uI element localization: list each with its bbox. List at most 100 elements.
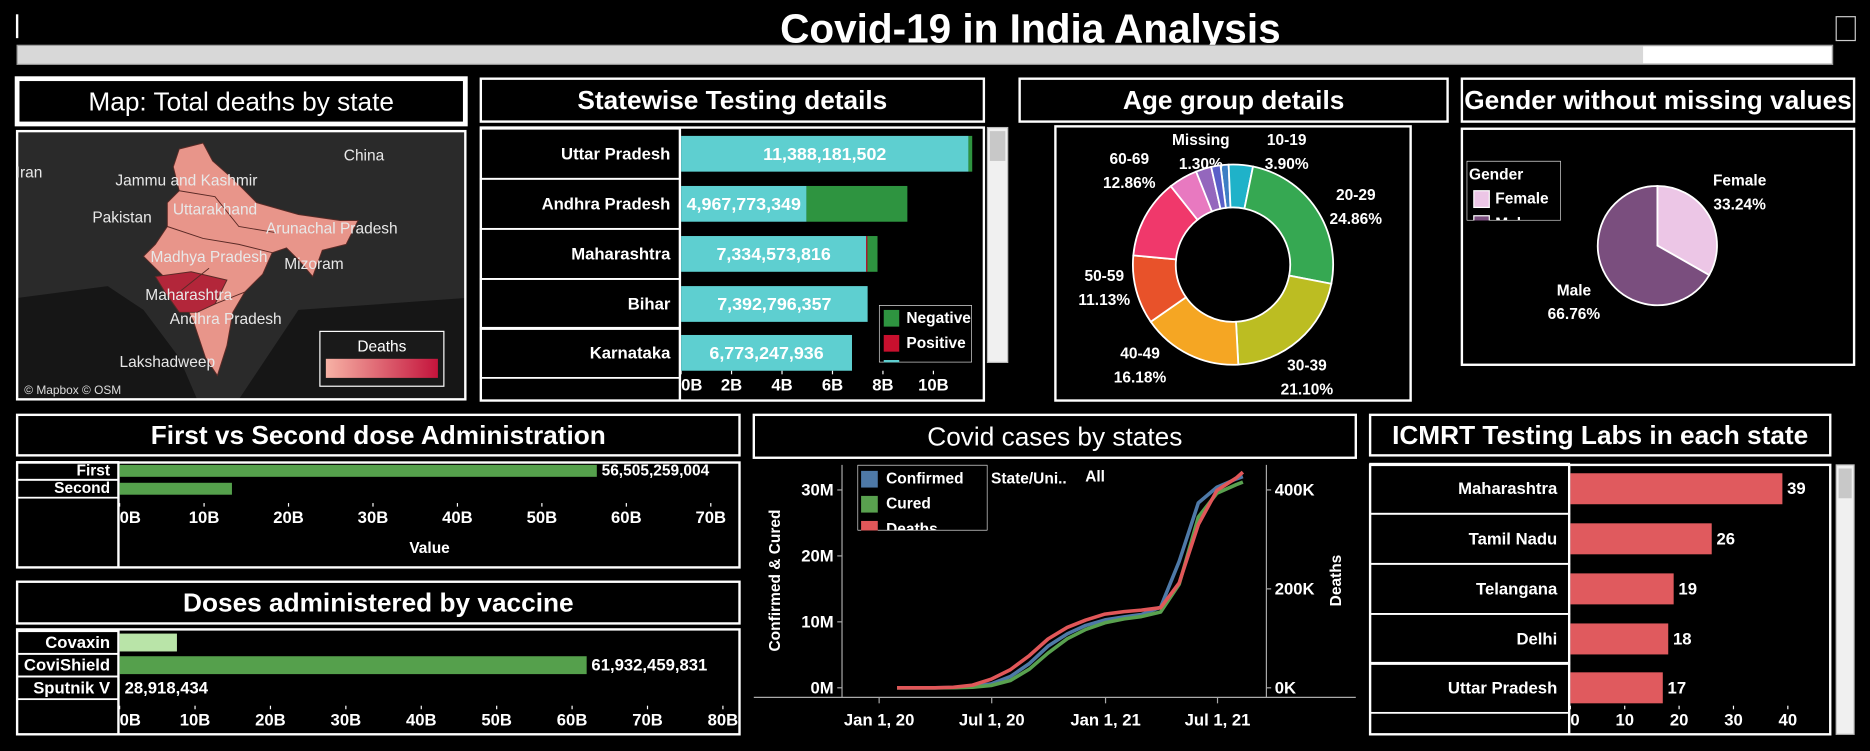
state-borders — [167, 190, 275, 305]
category-label: CoviShield — [24, 656, 110, 675]
x-tick-label: 20B — [273, 508, 304, 527]
scroll-thumb[interactable] — [1643, 46, 1832, 64]
x-tick-label: 40B — [406, 711, 437, 730]
category-cell — [16, 675, 120, 701]
slice-value: 16.18% — [1114, 369, 1167, 386]
y2-tick-label: 200K — [1275, 579, 1315, 598]
scroll-thumb[interactable] — [1838, 468, 1852, 499]
value-label: 28,918,434 — [125, 678, 209, 697]
maharashtra-shape — [154, 271, 228, 313]
category-label: Delhi — [1516, 629, 1557, 648]
x-tick-label: 70B — [632, 711, 663, 730]
category-cell — [16, 478, 120, 499]
x-tick-label: 0B — [681, 376, 702, 395]
value-label: 17 — [1668, 678, 1687, 697]
bar — [119, 656, 587, 675]
x-tick-label: 60B — [611, 508, 642, 527]
value-label: 7,334,573,816 — [716, 244, 830, 264]
scroll-track[interactable] — [1835, 464, 1855, 735]
panel-title: Map: Total deaths by state — [88, 86, 394, 116]
bar — [968, 135, 973, 172]
bar — [1570, 623, 1669, 655]
scroll-thumb[interactable] — [989, 131, 1006, 161]
x-tick-label: Jan 1, 21 — [1070, 711, 1140, 730]
x-tick-label: 20 — [1670, 711, 1689, 730]
slice-category: Male — [1557, 282, 1592, 299]
x-tick-label: 60B — [557, 711, 588, 730]
dashboard-title: Covid-19 in India Analysis — [780, 6, 1281, 52]
category-cell — [1369, 613, 1571, 665]
slice — [1243, 165, 1335, 285]
y2-axis-label: Deaths — [1328, 555, 1345, 607]
category-label: Andhra Pradesh — [542, 194, 671, 213]
x-tick-label: 40 — [1779, 711, 1798, 730]
map-legend-scale — [325, 358, 438, 378]
slice-category: 10-19 — [1267, 132, 1307, 149]
slice-category: 40-49 — [1120, 346, 1160, 363]
category-label: Tamil Nadu — [1469, 529, 1558, 548]
bar — [866, 236, 868, 272]
category-label: Karnataka — [590, 343, 671, 362]
bar — [681, 286, 868, 322]
x-tick-label: 30 — [1724, 711, 1743, 730]
map-label: Iran — [16, 164, 43, 181]
slice-category: 50-59 — [1084, 268, 1124, 285]
bar — [1570, 672, 1663, 704]
y-axis-label: Confirmed & Cured — [767, 510, 784, 652]
legend-swatch — [1473, 190, 1490, 209]
panel-title: First vs Second dose Administration — [151, 420, 606, 450]
title-box — [15, 580, 741, 625]
title-box — [479, 77, 986, 123]
value-label: 4,967,773,349 — [687, 194, 801, 214]
x-tick-label: Jul 1, 20 — [959, 711, 1025, 730]
category-label: Maharashtra — [571, 244, 671, 263]
x-tick-label: 10B — [189, 508, 220, 527]
map-label: Madhya Pradesh — [150, 249, 267, 266]
panel-title: Gender without missing values — [1464, 85, 1852, 115]
x-tick-label: 6B — [822, 376, 843, 395]
bar — [681, 185, 807, 222]
map-label: Maharashtra — [145, 287, 232, 304]
bar — [806, 185, 908, 222]
category-label: Telangana — [1476, 579, 1558, 598]
panel-title: Doses administered by vaccine — [183, 588, 574, 618]
legend-label: Negative — [906, 310, 971, 327]
menu-button[interactable] — [1835, 16, 1856, 42]
title-box — [1460, 77, 1856, 123]
slice-value: 24.86% — [1330, 211, 1383, 228]
slice-category: 20-29 — [1336, 187, 1376, 204]
x-tick-label: 10B — [180, 711, 211, 730]
legend-label: Cured — [886, 496, 931, 513]
group: Gender Female Male — [1466, 160, 1561, 221]
slice-value: 11.13% — [1078, 292, 1130, 309]
slice-value: 12.86% — [1103, 175, 1156, 192]
slice-category: Female — [1713, 173, 1767, 190]
category-label: Maharashtra — [1458, 479, 1558, 498]
y-tick-label: 0M — [811, 678, 834, 697]
legend-box — [857, 464, 988, 531]
slice — [1235, 274, 1333, 366]
bar — [681, 334, 852, 371]
y-tick-label: 30M — [801, 480, 833, 499]
bar — [1570, 573, 1674, 605]
bar — [119, 482, 232, 495]
panel-title: Age group details — [1123, 85, 1344, 115]
line-series — [897, 470, 1245, 690]
bar — [1570, 523, 1712, 555]
x-tick-label: 70B — [695, 508, 726, 527]
y2-tick-label: 400K — [1275, 480, 1315, 499]
bar — [119, 633, 177, 652]
scroll-bar[interactable] — [16, 44, 1834, 65]
bar — [1570, 473, 1783, 505]
x-tick-label: 50B — [527, 508, 558, 527]
scroll-track[interactable] — [986, 126, 1009, 363]
panel-title: Statewise Testing details — [577, 85, 887, 115]
filter-label: State/Uni.. — [991, 471, 1067, 488]
bar — [681, 135, 969, 172]
map-label: Pakistan — [92, 210, 151, 227]
group: Negative Positive — [878, 305, 972, 363]
category-label: Uttar Pradesh — [561, 144, 670, 163]
category-label: Second — [54, 480, 110, 497]
